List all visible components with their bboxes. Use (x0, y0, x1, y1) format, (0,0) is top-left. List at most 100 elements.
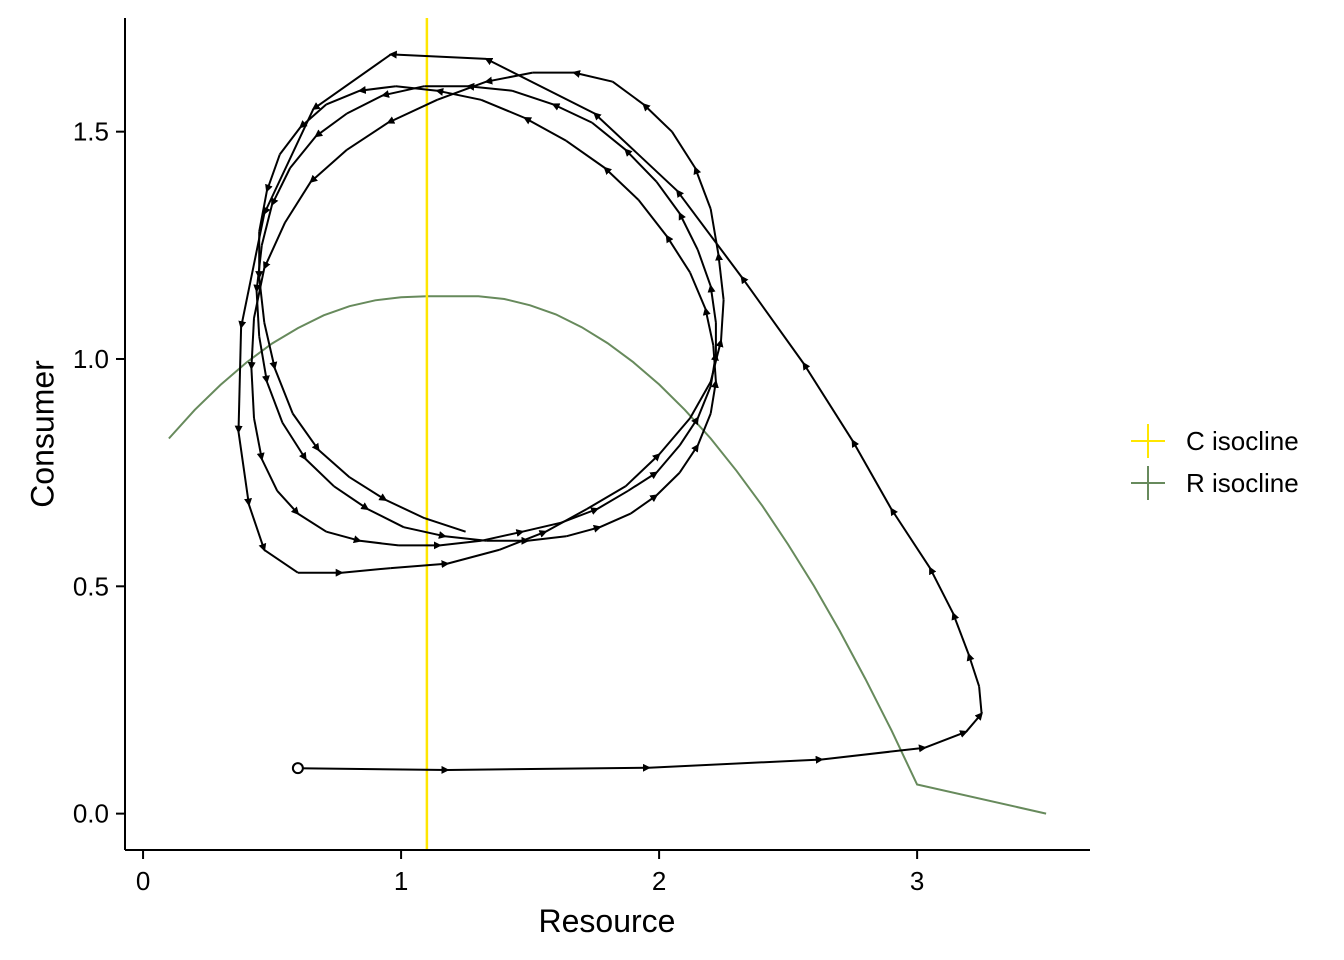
trajectory-segment (612, 80, 645, 106)
trajectory-segment (484, 58, 596, 115)
trajectory-segment (255, 290, 261, 337)
trajectory-segment (599, 512, 632, 529)
trajectory-segment (560, 507, 600, 524)
trajectory-segment (511, 89, 554, 106)
trajectory-segment (565, 139, 606, 169)
trajectory-segment (707, 284, 717, 323)
trajectory-segment (390, 560, 450, 570)
trajectory-segment (395, 85, 438, 92)
trajectory-segment (696, 413, 712, 446)
trajectory-segment (247, 318, 256, 371)
trajectory-segment (297, 512, 327, 533)
legend-label-r-isocline: R isocline (1186, 468, 1299, 498)
trajectory-segment (712, 345, 717, 382)
trajectory-segment (260, 204, 274, 246)
x-tick-label: 0 (136, 866, 150, 896)
legend: C isocline R isocline (1131, 424, 1299, 500)
trajectory-segment (572, 70, 613, 83)
x-tick-label: 2 (652, 866, 666, 896)
trajectory-segment (965, 712, 983, 733)
trajectory-segment (263, 322, 278, 371)
trajectory-segment (284, 181, 312, 224)
trajectory-segment (480, 98, 526, 119)
trajectory-segment (258, 276, 266, 323)
trajectory-segment (689, 272, 707, 310)
y-tick-label: 0.0 (73, 799, 109, 829)
x-axis-title: Resource (539, 903, 676, 939)
trajectory-segment (466, 82, 513, 92)
trajectory-segment (444, 535, 487, 542)
trajectory-segment (314, 112, 348, 138)
trajectory-segment (596, 489, 629, 510)
trajectory-segment (586, 485, 627, 510)
trajectory-segment (367, 508, 405, 529)
trajectory-segment (357, 85, 397, 94)
trajectory-segment (603, 166, 640, 201)
trajectory-segment (929, 566, 955, 615)
trajectory-segment (951, 611, 970, 655)
trajectory-segment (447, 763, 651, 772)
trajectory-segment (978, 686, 983, 714)
trajectory-segment (253, 417, 265, 461)
trajectory-segment (279, 126, 302, 156)
trajectory-segment (689, 381, 712, 419)
legend-label-c-isocline: C isocline (1186, 426, 1299, 456)
trajectory-segment (311, 53, 392, 111)
trajectory-segment (346, 94, 384, 115)
trajectory-segment (333, 485, 370, 511)
trajectory-segment (326, 530, 362, 544)
trajectory-segment (317, 449, 351, 478)
trajectory-segment (435, 88, 482, 101)
trajectory-segment (655, 471, 681, 497)
trajectory-segment (802, 361, 854, 442)
trajectory-segment (273, 367, 294, 414)
trajectory-segment (325, 89, 361, 106)
trajectory-segment (309, 149, 348, 184)
trajectory-segment (388, 50, 487, 60)
y-tick-label: 1.0 (73, 344, 109, 374)
trajectory-segment (630, 494, 659, 515)
trajectory-segment (385, 498, 425, 520)
trajectory-segment (676, 189, 743, 278)
trajectory-segment (258, 336, 270, 384)
legend-item-r-isocline: R isocline (1131, 466, 1299, 500)
trajectory-segment (715, 252, 725, 301)
trajectory-segment (237, 431, 253, 507)
trajectory-segment (624, 148, 658, 183)
trajectory-segment (678, 416, 699, 446)
trajectory-segment (271, 167, 291, 207)
trajectory-segment (593, 112, 678, 192)
trajectory-segment (247, 504, 267, 552)
trajectory-segment (591, 121, 627, 151)
trajectory-segment (447, 548, 500, 565)
trajectory-segment (234, 327, 243, 434)
trajectory-segment (565, 524, 602, 538)
trajectory-segment (423, 517, 466, 533)
trajectory-segment (665, 234, 691, 274)
y-tick-label: 1.5 (73, 117, 109, 147)
trajectory-segment (851, 439, 893, 510)
trajectory-segment (386, 98, 438, 124)
trajectory-segment (709, 208, 720, 255)
trajectory-segment (527, 535, 567, 542)
trajectory-segment (439, 539, 482, 547)
trajectory-segment (238, 213, 266, 330)
trajectory-segment (263, 549, 299, 574)
trajectory-segment (678, 211, 699, 251)
trajectory-segment (346, 121, 389, 151)
trajectory-segment (359, 539, 399, 547)
trajectory-segment (637, 199, 668, 237)
trajectory-segment (276, 490, 300, 516)
trajectory-segment (655, 181, 681, 215)
y-axis-ticks: 0.0 0.5 1.0 1.5 (73, 117, 125, 829)
plot-area (168, 18, 1047, 850)
x-tick-label: 3 (910, 866, 924, 896)
trajectory-segment (702, 307, 715, 346)
trajectory-segment (265, 381, 284, 423)
trajectory-segment (298, 103, 327, 129)
trajectory-segment (658, 417, 691, 456)
trajectory-segment (289, 135, 317, 169)
trajectory-segment (821, 744, 927, 761)
trajectory-segment (281, 422, 307, 461)
